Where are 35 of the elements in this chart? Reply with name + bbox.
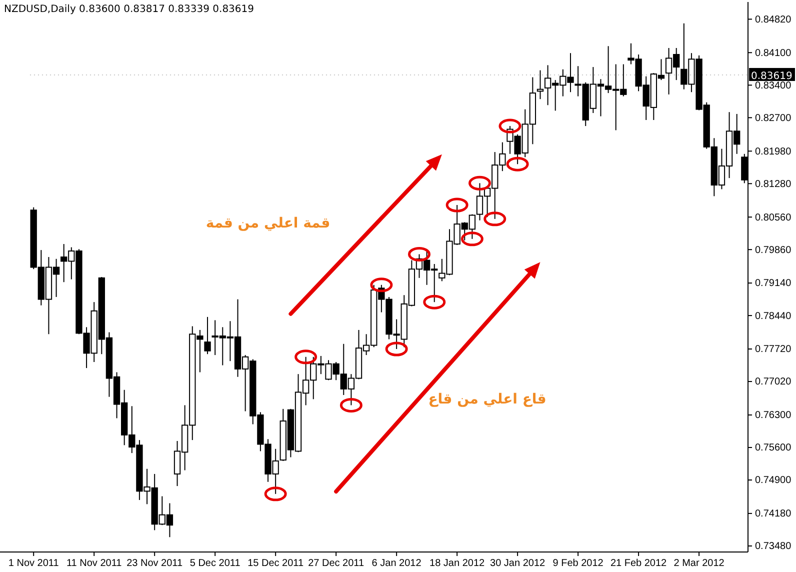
y-tick-label: 0.74900 [755,475,792,486]
y-tick-label: 0.74180 [755,508,792,520]
y-tick-label: 0.84100 [755,48,792,59]
y-tick-label: 0.83400 [755,80,792,92]
ref-line-label: 0.83619 [751,70,792,82]
x-tick-label: 21 Feb 2012 [610,558,668,570]
candlestick [536,70,544,100]
y-tick-label: 0.80560 [755,212,792,224]
y-tick-label: 0.78440 [755,310,792,322]
x-tick-label: 15 Dec 2011 [248,558,304,570]
y-tick-label: 0.79140 [755,278,792,290]
y-tick-label: 0.82700 [755,112,792,124]
y-tick-label: 0.75600 [755,442,792,454]
y-tick-label: 0.73480 [755,541,792,552]
y-tick-label: 0.76300 [755,410,792,422]
y-tick-label: 0.81280 [755,178,792,190]
x-tick-label: 30 Jan 2012 [490,558,546,570]
candlestick [204,316,211,355]
y-tick-label: 0.79860 [755,244,792,256]
y-tick-label: 0.77720 [755,344,792,356]
x-tick-label: 9 Feb 2012 [552,558,604,570]
x-tick-label: 5 Dec 2011 [190,558,241,570]
y-tick-label: 0.81980 [755,146,792,158]
annotation: قمة اعلي من قمة [206,216,330,232]
x-tick-label: 23 Nov 2011 [126,558,184,570]
chart-title: NZDUSD,Daily 0.83600 0.83817 0.83339 0.83619 [4,4,254,15]
x-tick-label: 27 Dec 2011 [308,558,364,570]
x-tick-label: 18 Jan 2012 [430,558,486,570]
x-tick-label: 1 Nov 2011 [8,558,60,570]
x-tick-label: 11 Nov 2011 [66,558,122,570]
x-tick-label: 6 Jan 2012 [372,558,422,570]
y-tick-label: 0.77020 [755,376,792,388]
y-tick-label: 0.84820 [755,14,792,26]
x-tick-label: 2 Mar 2012 [674,558,725,570]
annotation: قاع اعلي من قاع [428,392,546,408]
